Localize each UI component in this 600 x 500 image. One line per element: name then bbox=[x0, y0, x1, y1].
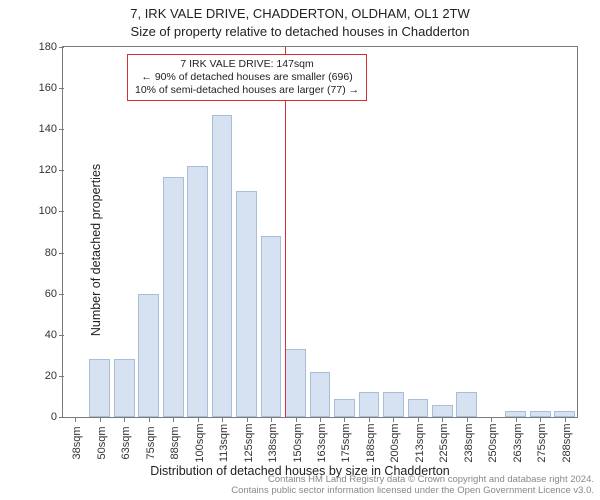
annotation-line1: 7 IRK VALE DRIVE: 147sqm bbox=[135, 58, 359, 71]
histogram-bar bbox=[163, 177, 184, 418]
histogram-bar bbox=[89, 359, 110, 417]
x-tick-mark bbox=[100, 417, 101, 422]
x-tick: 125sqm bbox=[243, 423, 255, 462]
histogram-bar bbox=[334, 399, 355, 418]
x-tick: 275sqm bbox=[536, 423, 548, 462]
histogram-bar bbox=[138, 294, 159, 417]
x-tick: 38sqm bbox=[71, 426, 83, 459]
footer-line2: Contains public sector information licen… bbox=[231, 486, 594, 497]
x-tick-mark bbox=[516, 417, 517, 422]
y-tick: 180 bbox=[39, 41, 63, 53]
x-tick: 188sqm bbox=[365, 423, 377, 462]
x-tick: 225sqm bbox=[438, 423, 450, 462]
chart-subtitle: Size of property relative to detached ho… bbox=[0, 24, 600, 39]
x-tick-mark bbox=[491, 417, 492, 422]
y-tick: 120 bbox=[39, 164, 63, 176]
chart-container: 7, IRK VALE DRIVE, CHADDERTON, OLDHAM, O… bbox=[0, 0, 600, 500]
x-tick: 250sqm bbox=[487, 423, 499, 462]
x-tick: 75sqm bbox=[145, 426, 157, 459]
x-tick: 175sqm bbox=[340, 423, 352, 462]
x-tick: 288sqm bbox=[561, 423, 573, 462]
x-tick-mark bbox=[467, 417, 468, 422]
histogram-bar bbox=[236, 191, 257, 417]
x-tick-mark bbox=[369, 417, 370, 422]
x-tick: 238sqm bbox=[463, 423, 475, 462]
histogram-bar bbox=[432, 405, 453, 417]
histogram-bar bbox=[212, 115, 233, 417]
x-tick-mark bbox=[75, 417, 76, 422]
histogram-bar bbox=[383, 392, 404, 417]
y-tick: 80 bbox=[45, 247, 63, 259]
y-tick: 40 bbox=[45, 329, 63, 341]
x-tick-mark bbox=[124, 417, 125, 422]
y-tick: 20 bbox=[45, 370, 63, 382]
x-tick-mark bbox=[296, 417, 297, 422]
x-tick: 263sqm bbox=[512, 423, 524, 462]
x-tick: 88sqm bbox=[169, 426, 181, 459]
histogram-bar bbox=[456, 392, 477, 417]
x-tick: 163sqm bbox=[316, 423, 328, 462]
y-tick: 100 bbox=[39, 205, 63, 217]
x-tick-mark bbox=[442, 417, 443, 422]
x-tick: 63sqm bbox=[120, 426, 132, 459]
x-tick: 200sqm bbox=[389, 423, 401, 462]
annotation-line3: 10% of semi-detached houses are larger (… bbox=[135, 84, 359, 97]
x-tick-mark bbox=[540, 417, 541, 422]
histogram-bar bbox=[261, 236, 282, 417]
x-tick: 50sqm bbox=[96, 426, 108, 459]
x-tick: 100sqm bbox=[194, 423, 206, 462]
chart-title: 7, IRK VALE DRIVE, CHADDERTON, OLDHAM, O… bbox=[0, 6, 600, 21]
annotation-box: 7 IRK VALE DRIVE: 147sqm ← 90% of detach… bbox=[127, 54, 367, 101]
x-tick-mark bbox=[247, 417, 248, 422]
x-tick-mark bbox=[320, 417, 321, 422]
x-tick-mark bbox=[565, 417, 566, 422]
x-tick-mark bbox=[393, 417, 394, 422]
histogram-bar bbox=[408, 399, 429, 418]
y-tick: 140 bbox=[39, 123, 63, 135]
x-tick-mark bbox=[418, 417, 419, 422]
x-tick-mark bbox=[271, 417, 272, 422]
histogram-bar bbox=[359, 392, 380, 417]
histogram-bar bbox=[285, 349, 306, 417]
x-tick: 138sqm bbox=[267, 423, 279, 462]
x-tick-mark bbox=[344, 417, 345, 422]
histogram-bar bbox=[114, 359, 135, 417]
annotation-line2: ← 90% of detached houses are smaller (69… bbox=[135, 71, 359, 84]
y-tick: 0 bbox=[51, 411, 63, 423]
histogram-bar bbox=[310, 372, 331, 417]
y-tick: 160 bbox=[39, 82, 63, 94]
x-tick-mark bbox=[198, 417, 199, 422]
x-tick-mark bbox=[222, 417, 223, 422]
x-tick: 113sqm bbox=[218, 424, 230, 462]
x-tick-mark bbox=[149, 417, 150, 422]
x-tick: 213sqm bbox=[414, 423, 426, 462]
footer-attribution: Contains HM Land Registry data © Crown c… bbox=[231, 475, 594, 497]
plot-area: 02040608010012014016018038sqm50sqm63sqm7… bbox=[62, 46, 578, 418]
reference-line bbox=[285, 47, 286, 417]
x-tick: 150sqm bbox=[292, 423, 304, 462]
x-tick-mark bbox=[173, 417, 174, 422]
histogram-bar bbox=[187, 166, 208, 417]
y-tick: 60 bbox=[45, 288, 63, 300]
